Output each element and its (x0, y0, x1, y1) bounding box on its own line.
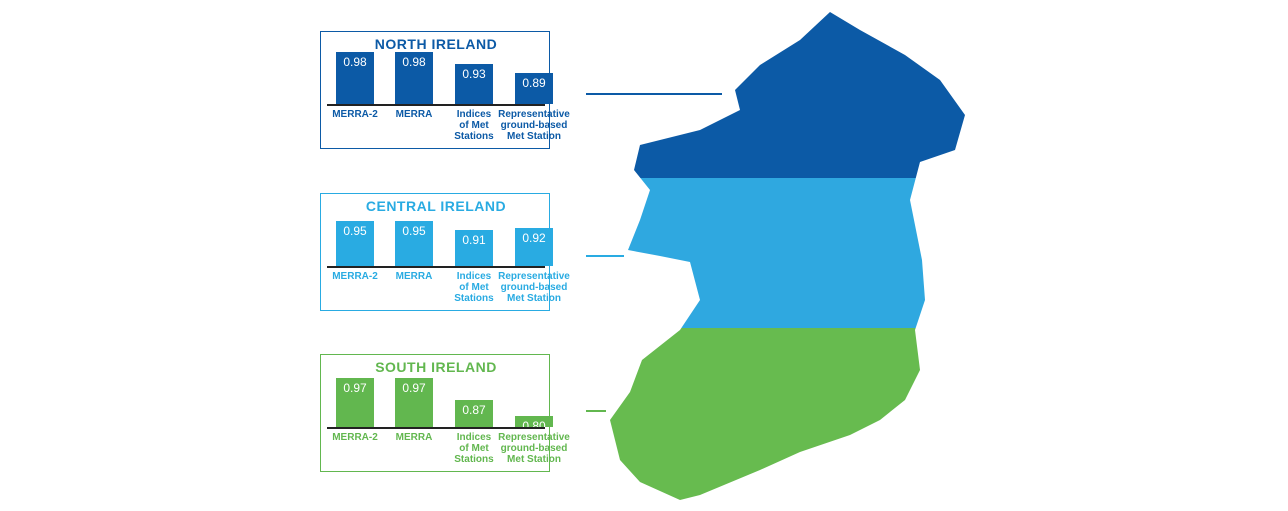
x-tick-label: Indices of Met Stations (454, 109, 494, 142)
x-tick-label: MERRA-2 (332, 432, 378, 443)
bar: 0.97 (395, 377, 433, 427)
x-tick-label: Indices of Met Stations (454, 432, 494, 465)
bar: 0.91 (455, 230, 493, 266)
chart-box: CENTRAL IRELAND 0.95 MERRA-2 0.95 MERRA 0.91 I… (320, 193, 570, 311)
chart-title: SOUTH IRELAND (375, 359, 497, 375)
chart-title: NORTH IRELAND (374, 36, 498, 52)
bar: 0.98 (336, 52, 374, 104)
bar: 0.93 (455, 63, 493, 104)
baseline (327, 266, 545, 268)
x-tick-label: MERRA (395, 432, 433, 443)
bar: 0.98 (395, 52, 433, 104)
x-tick-label: MERRA-2 (332, 109, 378, 120)
bar: 0.87 (455, 400, 493, 427)
bar: 0.95 (395, 221, 433, 266)
chart-title: CENTRAL IRELAND (365, 198, 507, 214)
bar: 0.89 (515, 72, 553, 104)
north-region (610, 12, 965, 178)
central-region (610, 178, 965, 328)
south-region (610, 328, 965, 500)
x-tick-label: Indices of Met Stations (454, 271, 494, 304)
x-tick-label: MERRA-2 (332, 271, 378, 282)
baseline (327, 427, 545, 429)
chart-box: SOUTH IRELAND 0.97 MERRA-2 0.97 MERRA 0.87 Ind… (320, 354, 570, 472)
bar: 0.95 (336, 221, 374, 266)
chart-box: NORTH IRELAND 0.98 MERRA-2 0.98 MERRA 0.93 Ind… (320, 31, 570, 149)
x-tick-label: Representative ground-based Met Station (498, 432, 570, 465)
bar: 0.80 (515, 415, 553, 433)
bar: 0.97 (336, 377, 374, 427)
x-tick-label: MERRA (395, 109, 433, 120)
x-tick-label: Representative ground-based Met Station (498, 109, 570, 142)
bar: 0.92 (515, 227, 553, 266)
x-tick-label: MERRA (395, 271, 433, 282)
x-tick-label: Representative ground-based Met Station (498, 271, 570, 304)
baseline (327, 104, 545, 106)
